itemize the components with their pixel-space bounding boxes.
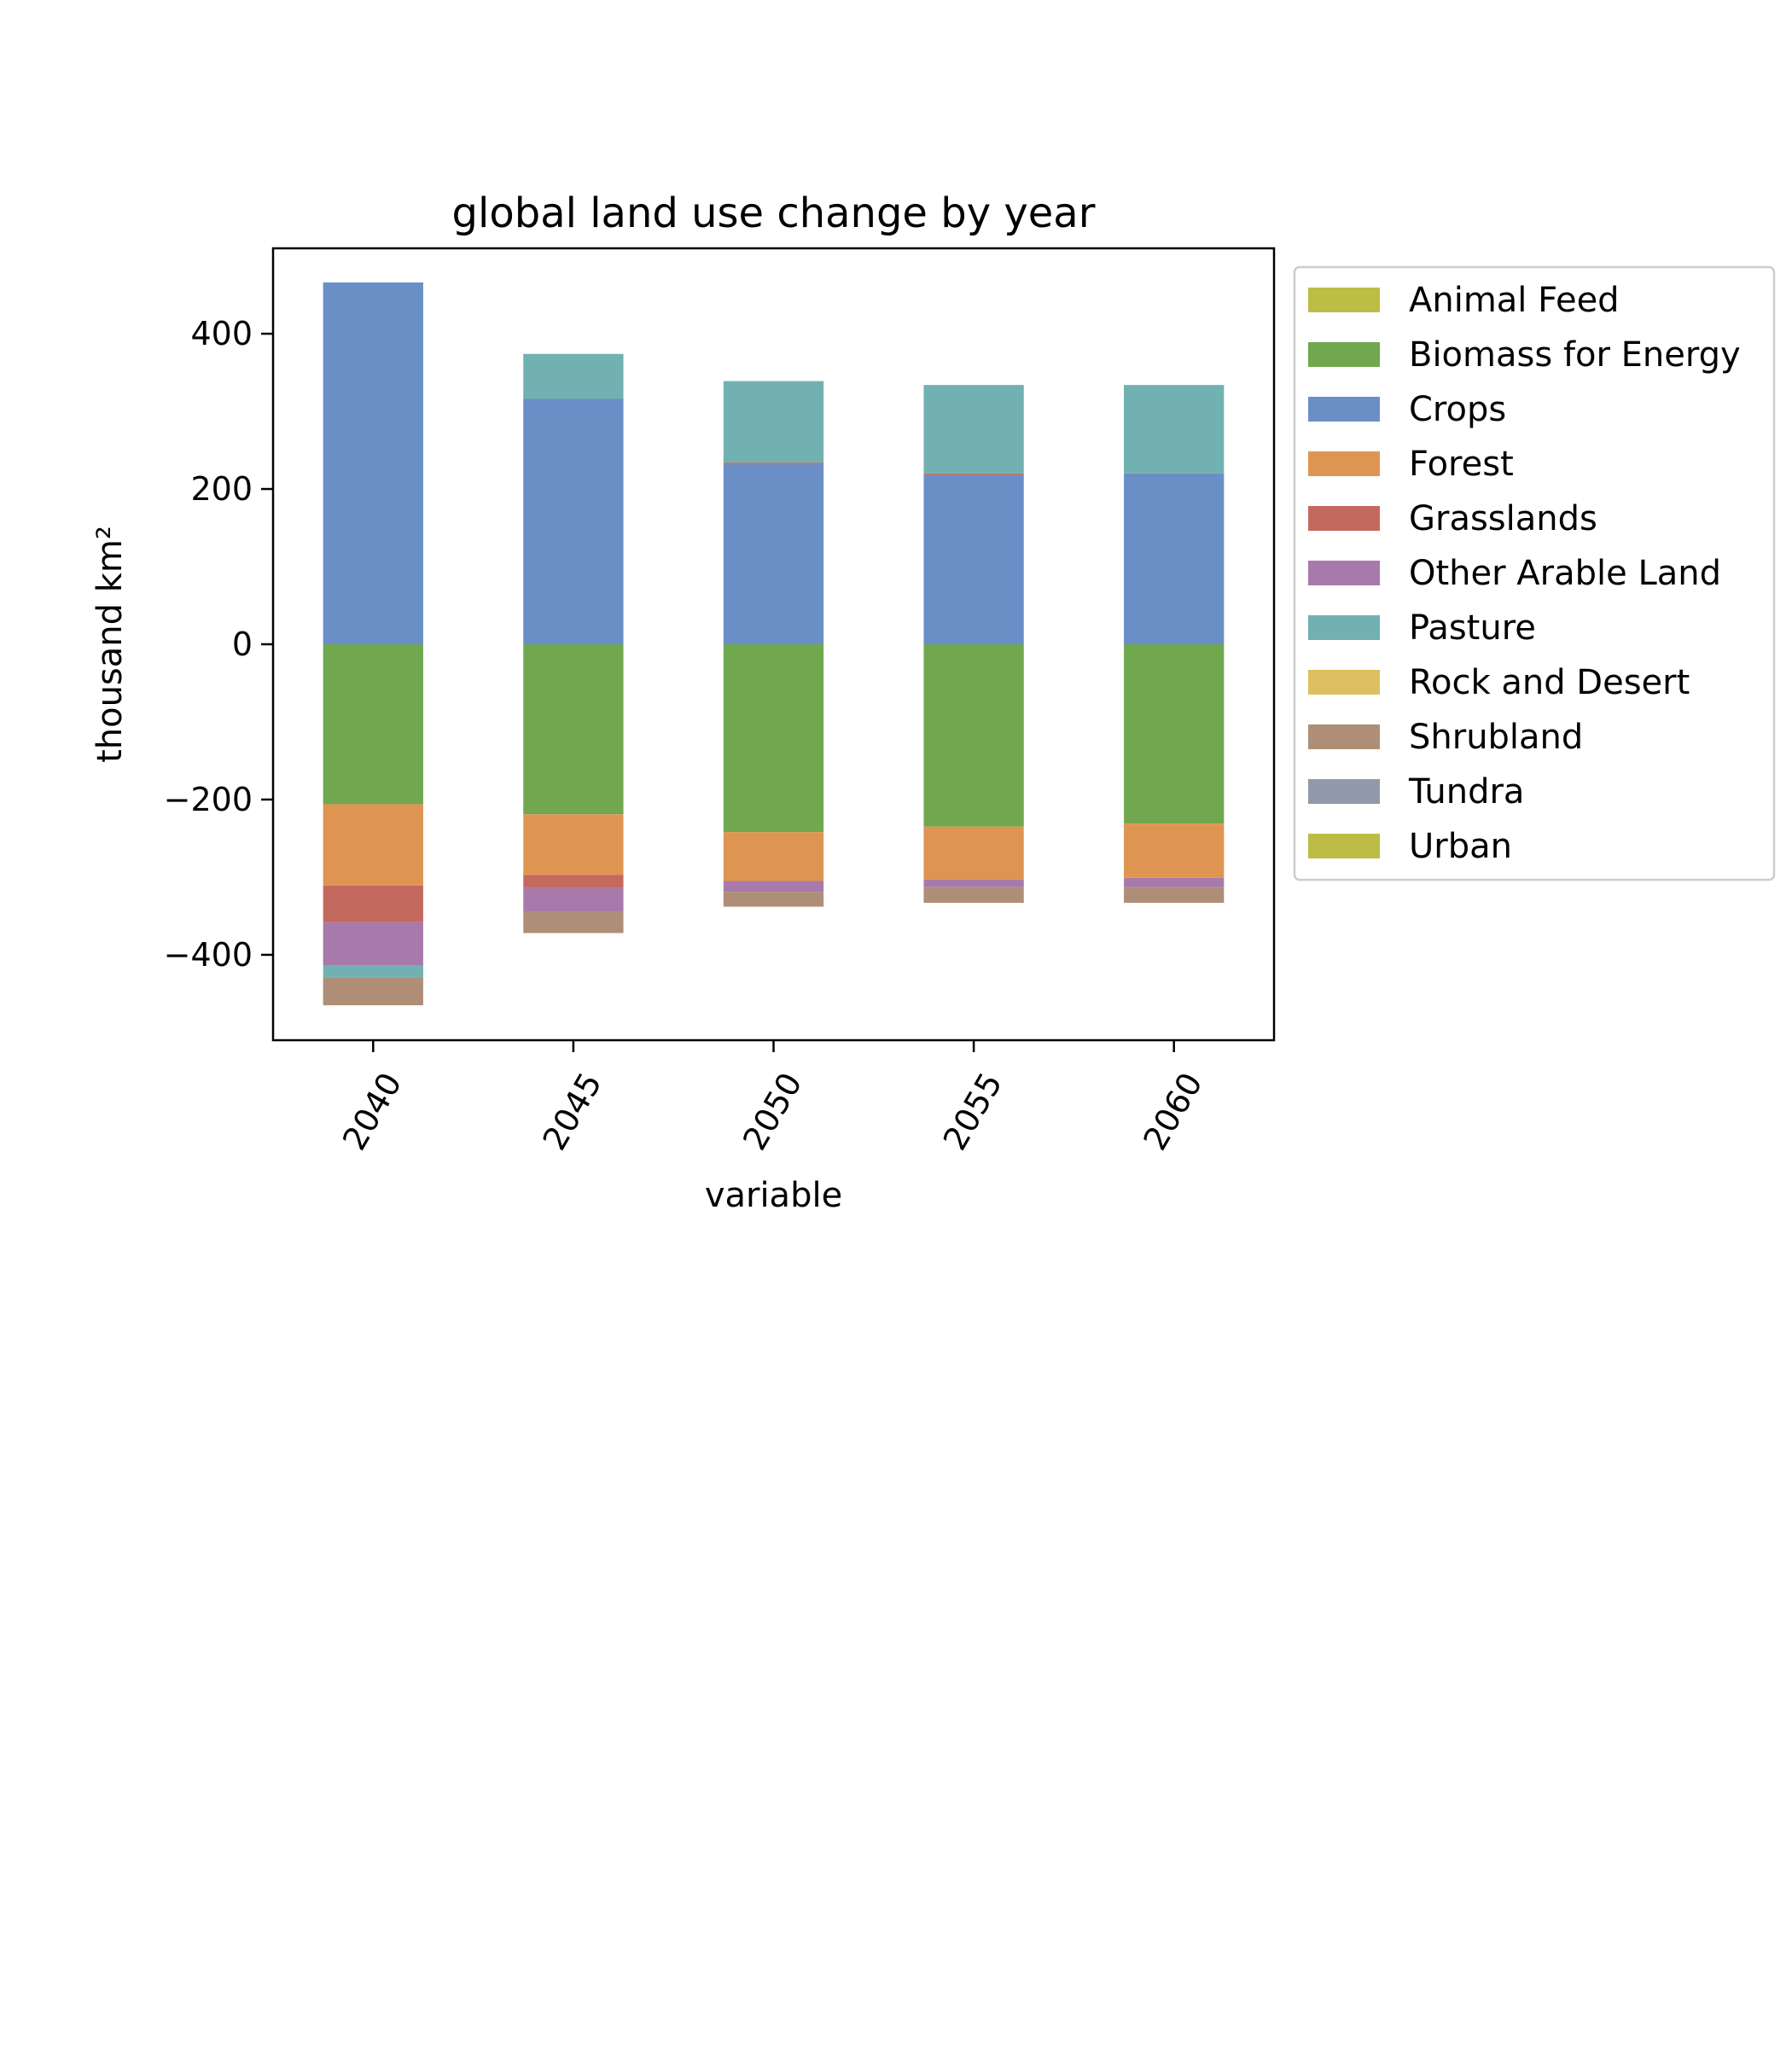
bar-segment	[723, 644, 824, 833]
bar-segment	[523, 353, 624, 399]
bars-layer	[323, 282, 1225, 1006]
bar-segment	[1124, 644, 1225, 824]
legend: Animal Feed Biomass for Energy Crops Forest…	[1293, 265, 1776, 881]
bar-segment	[323, 804, 423, 886]
bar-segment	[923, 474, 1024, 644]
legend-swatch	[1308, 561, 1380, 585]
legend-swatch	[1308, 397, 1380, 422]
legend-swatch	[1308, 615, 1380, 640]
bar-segment	[723, 463, 824, 644]
bar-segment	[323, 977, 423, 1006]
legend-label: Grasslands	[1409, 499, 1597, 538]
bar-segment	[323, 644, 423, 805]
bar-segment	[523, 911, 624, 934]
bar-segment	[323, 965, 423, 978]
legend-label: Rock and Desert	[1409, 663, 1690, 702]
bar-segment	[923, 644, 1024, 827]
bar-segment	[1124, 823, 1225, 878]
legend-swatch	[1308, 451, 1380, 476]
bar-segment	[523, 814, 624, 876]
bar-segment	[323, 885, 423, 922]
bar-segment	[323, 282, 423, 644]
bar-segment	[523, 875, 624, 888]
x-tick-label: 2045	[535, 1067, 608, 1157]
legend-box	[1293, 265, 1776, 881]
y-tick-label: 200	[190, 470, 253, 508]
legend-label: Crops	[1409, 390, 1506, 429]
y-tick-label: −400	[164, 936, 253, 974]
legend-swatch	[1308, 342, 1380, 367]
x-tick-label: 2055	[936, 1067, 1009, 1157]
x-tick-label: 2050	[736, 1067, 809, 1157]
legend-swatch	[1308, 724, 1380, 749]
legend-swatch	[1308, 670, 1380, 695]
bar-segment	[1124, 385, 1225, 474]
bar-segment	[723, 881, 824, 893]
legend-swatch	[1308, 506, 1380, 531]
chart-title: global land use change by year	[452, 189, 1096, 237]
bar-segment	[723, 832, 824, 881]
legend-label: Forest	[1409, 445, 1514, 484]
bar-segment	[923, 826, 1024, 880]
bar-segment	[923, 473, 1024, 475]
bar-segment	[323, 922, 423, 966]
legend-label: Animal Feed	[1409, 281, 1620, 320]
bar-segment	[1124, 877, 1225, 887]
bar-segment	[1124, 887, 1225, 903]
y-tick-label: 0	[232, 625, 253, 663]
bar-segment	[523, 399, 624, 644]
bar-segment	[723, 892, 824, 907]
bar-segment	[723, 381, 824, 463]
bar-segment	[923, 887, 1024, 903]
legend-label: Biomass for Energy	[1409, 335, 1741, 375]
y-tick-label: −200	[164, 781, 253, 818]
y-axis: −400 −200 0 200 400	[164, 315, 273, 974]
bar-segment	[723, 463, 824, 464]
y-tick-label: 400	[190, 315, 253, 352]
bar-segment	[923, 385, 1024, 474]
bar-segment	[923, 879, 1024, 887]
x-tick-label: 2040	[335, 1067, 409, 1157]
legend-label: Pasture	[1409, 608, 1536, 648]
bar-segment	[1124, 473, 1225, 644]
legend-label: Urban	[1409, 827, 1512, 866]
legend-swatch	[1308, 288, 1380, 312]
x-tick-label: 2060	[1136, 1067, 1209, 1157]
legend-label: Tundra	[1408, 772, 1524, 812]
bar-segment	[523, 644, 624, 815]
x-axis-label: variable	[705, 1176, 842, 1215]
legend-swatch	[1308, 779, 1380, 804]
y-axis-label: thousand km²	[90, 526, 130, 763]
legend-label: Other Arable Land	[1409, 554, 1721, 593]
legend-label: Shrubland	[1409, 718, 1583, 757]
legend-swatch	[1308, 834, 1380, 858]
bar-segment	[523, 887, 624, 912]
x-axis: 2040 2045 2050 2055 2060	[335, 1040, 1210, 1156]
